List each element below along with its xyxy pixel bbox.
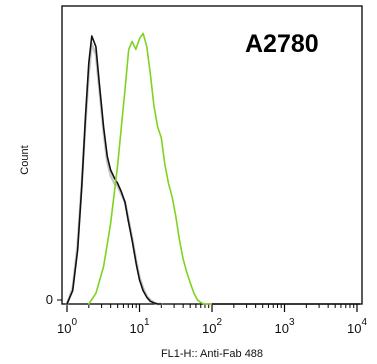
x-tick-label: 104 [347, 317, 367, 336]
x-tick-exponent: 1 [144, 317, 150, 328]
y-axis-ticks: 0 [46, 292, 62, 307]
x-tick-base: 10 [57, 321, 71, 336]
chart-title: A2780 [245, 30, 319, 58]
x-tick-base: 10 [202, 321, 216, 336]
x-tick-base: 10 [347, 321, 361, 336]
x-axis-title: FL1-H:: Anti-Fab 488 [161, 348, 263, 360]
x-tick-exponent: 4 [361, 317, 367, 328]
x-tick-base: 10 [129, 321, 143, 336]
x-tick-label: 100 [57, 317, 77, 336]
x-tick-label: 103 [274, 317, 294, 336]
y-axis-title: Count [19, 145, 31, 174]
x-tick-exponent: 0 [71, 317, 77, 328]
histogram-series-2 [66, 35, 163, 305]
y-tick-label: 0 [46, 292, 53, 307]
histogram-series-1 [65, 42, 163, 306]
x-axis-ticks: 100 101 102 103 104 [57, 304, 367, 336]
x-tick-exponent: 2 [216, 317, 222, 328]
x-tick-base: 10 [274, 321, 288, 336]
x-tick-label: 101 [129, 317, 149, 336]
histogram-series-3 [88, 32, 213, 305]
series-layer [65, 32, 360, 306]
x-tick-label: 102 [202, 317, 222, 336]
x-tick-exponent: 3 [289, 317, 295, 328]
